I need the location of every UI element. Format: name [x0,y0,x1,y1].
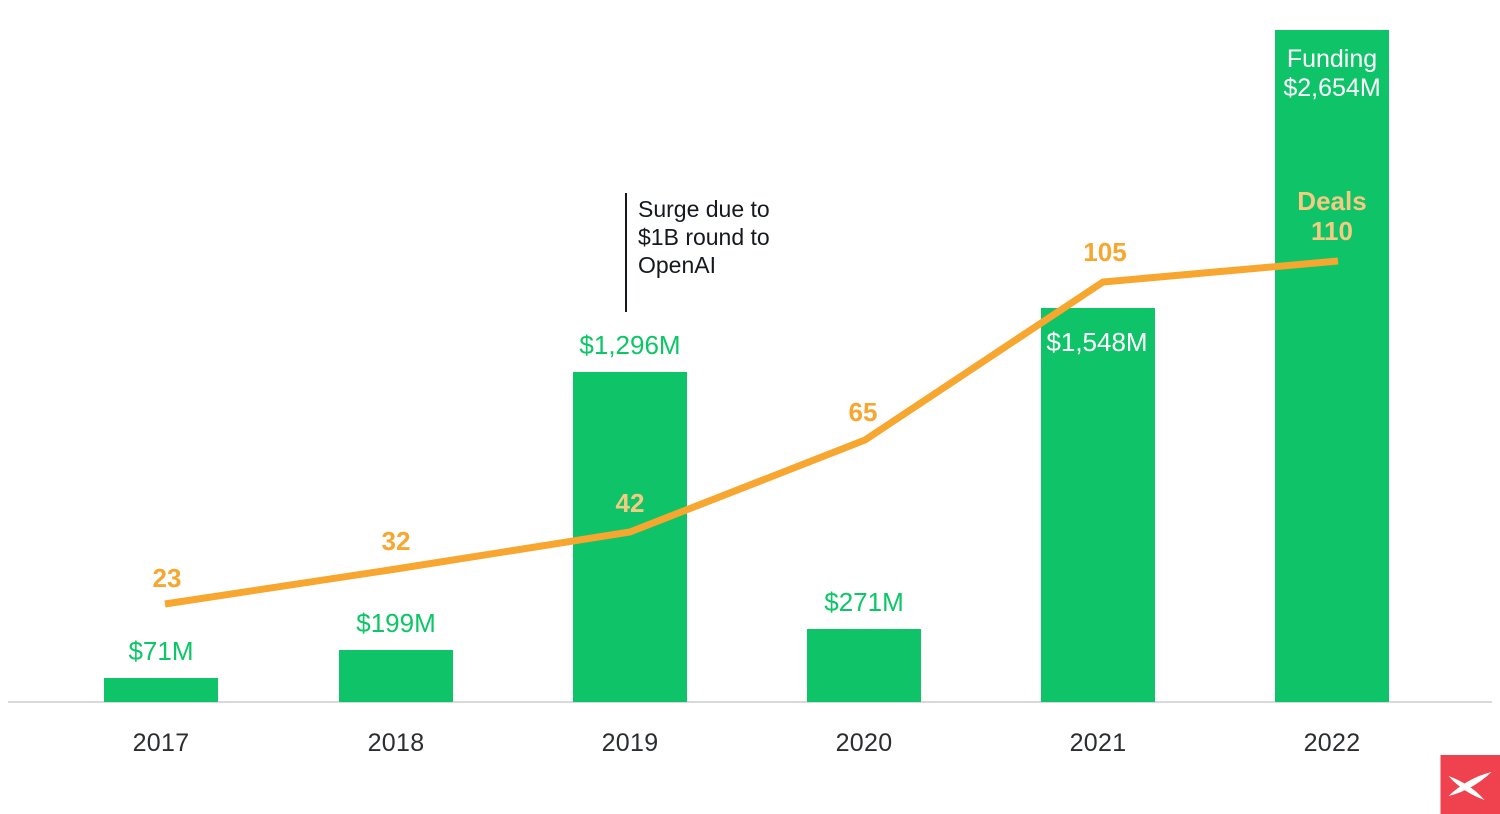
annotation-line-3: OpenAI [638,252,716,278]
funding-label-2019: $1,296M [579,330,681,360]
x-tick-2017: 2017 [132,729,190,757]
funding-label-2017: $71M [128,636,194,666]
funding-value-2022: $2,654M [1283,74,1381,102]
bar-2017 [104,678,218,702]
annotation-callout-line [625,193,627,312]
deals-label-2022: Deals 110 [1297,186,1366,246]
brand-logo [1440,755,1500,814]
bar-2022 [1275,30,1389,702]
deals-label-2021: 105 [1083,237,1127,267]
deals-label-2017: 23 [152,563,182,593]
x-tick-2018: 2018 [367,729,425,757]
bar-2020 [807,629,921,702]
annotation-line-2: $1B round to [638,224,770,250]
x-axis-line [8,701,1492,703]
deals-label-2019: 42 [615,488,645,518]
deals-value-2022: 110 [1311,216,1353,246]
funding-series-title: Funding [1286,45,1378,73]
funding-label-2018: $199M [356,608,436,638]
x-tick-2021: 2021 [1069,729,1127,757]
logo-x-stroke-2 [1448,772,1492,796]
deals-label-2020: 65 [848,397,878,427]
annotation-text: Surge due to $1B round to OpenAI [638,195,770,279]
deals-line [164,257,1339,608]
deals-series-title: Deals [1297,186,1367,216]
annotation-line-1: Surge due to [638,196,770,222]
funding-label-2021: $1,548M [1046,327,1148,357]
x-tick-2019: 2019 [601,729,659,757]
bar-2018 [339,650,453,702]
x-tick-2022: 2022 [1303,729,1361,757]
bar-2021 [1041,308,1155,702]
deals-label-2018: 32 [381,526,411,556]
funding-label-2020: $271M [824,587,904,617]
x-tick-2020: 2020 [835,729,893,757]
bar-2019 [573,372,687,702]
funding-label-2022: Funding $2,654M [1283,45,1380,103]
